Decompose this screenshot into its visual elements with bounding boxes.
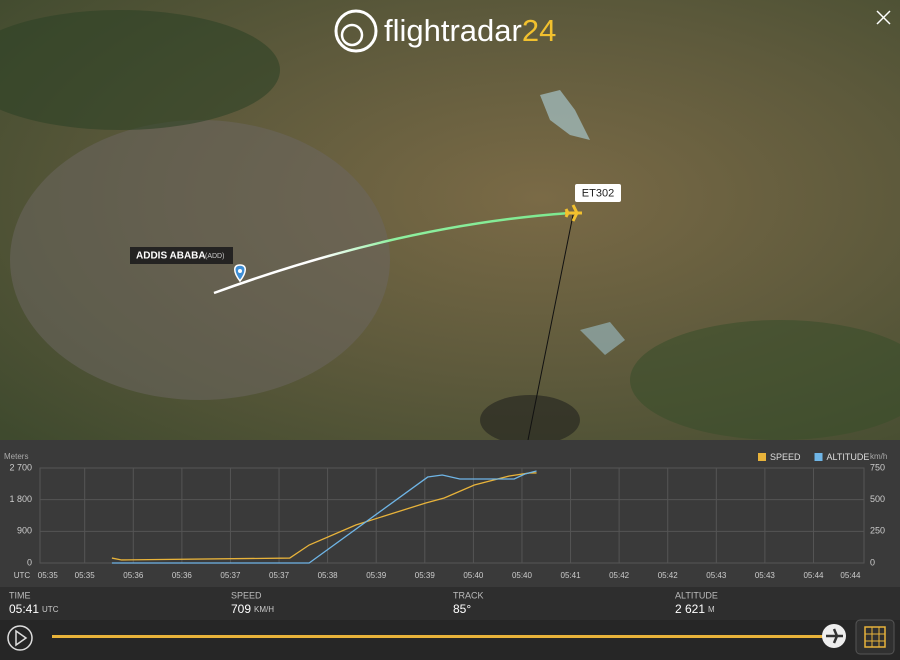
x-tick-label: 05:43 [755,571,776,580]
info-value-number: 709 [231,602,251,616]
brand-number: 24 [522,13,556,48]
flight-label-box[interactable] [575,184,621,202]
close-button[interactable] [876,10,891,25]
x-tick-label: 05:42 [609,571,630,580]
y-tick-label: 900 [17,526,32,536]
x-tick-label: 05:37 [220,571,241,580]
timeline-plane [826,628,843,644]
info-value-number: 85° [453,602,471,616]
legend-label: SPEED [770,452,801,462]
airport-code: (ADD) [205,253,224,260]
lake [580,322,625,355]
info-value: 05:41 UTC [9,602,59,616]
info-value: 85° [453,602,471,616]
info-value: 2 621 M [675,602,715,616]
x-tick-label: 05:43 [706,571,727,580]
chart-toggle-icon [865,627,885,647]
x-tick-label: 05:36 [123,571,144,580]
x-tick-label: 05:35 [38,571,59,580]
x-tick-label: 05:40 [512,571,533,580]
forest [0,10,280,130]
chart-toggle-icon [864,626,886,648]
x-tick-label: 05:44 [840,571,861,580]
info-value-number: 05:41 [9,602,39,616]
chart-toggle[interactable] [855,619,895,655]
info-value-number: 2 621 [675,602,705,616]
airport-name: ADDIS ABABA [136,251,206,262]
mountain [480,395,580,445]
x-tick-label: 05:38 [318,571,339,580]
y2-tick-label: 750 [870,462,885,472]
airport-pin-dot [238,269,242,273]
info-label: SPEED [231,590,262,600]
x-tick-label: 05:39 [366,571,387,580]
y2-tick-label: 0 [870,557,875,567]
forest [630,320,900,440]
flight-info: TIME 05:41 UTC SPEED 709 KM/H TRACK 85° ALTITUDE… [9,590,718,616]
plane-icon[interactable] [564,204,582,222]
y-tick-label: 1 800 [9,494,32,504]
y2-tick-label: 250 [870,526,885,536]
flight-label: ET302 [582,187,614,199]
info-unit: UTC [42,605,59,614]
chart: 0 900 1 800 2 700 0 250 500 750 05:35 05:35 05:36 0… [4,452,887,580]
info-label: ALTITUDE [675,590,718,600]
info-unit: M [708,605,715,614]
info-value: 709 KM/H [231,602,274,616]
flight-path [213,211,571,295]
info-bar [0,587,900,620]
logo-icon [340,23,364,47]
y-tick-label: 0 [27,557,32,567]
x-tick-label: 05:42 [658,571,679,580]
y2-tick-label: 500 [870,494,885,504]
airport-label-box[interactable] [130,247,233,264]
logo-icon [334,9,378,53]
projection-line [527,214,574,441]
y2-axis-label: km/h [870,452,887,461]
info-unit: KM/H [254,605,274,614]
legend-swatch [814,453,823,461]
x-tick-label: 05:40 [463,571,484,580]
x-tick-label: 05:39 [415,571,436,580]
brand: flightradar24 [384,13,556,48]
series-line [111,472,537,561]
series-line [111,470,537,564]
x-tick-label: 05:41 [561,571,582,580]
legend-label: ALTITUDE [827,452,870,462]
x-tick-label: 05:36 [172,571,193,580]
info-label: TIME [9,590,31,600]
x-tick-label: 05:44 [803,571,824,580]
play-button[interactable] [7,625,33,651]
timeline[interactable] [52,635,832,638]
lake [540,90,590,140]
info-label: TRACK [453,590,484,600]
x-tick-label: 05:35 [75,571,96,580]
legend-swatch [758,453,766,461]
brand-name: flightradar [384,13,522,48]
x-tick-label: 05:37 [269,571,290,580]
y-axis-label: Meters [4,452,28,461]
y-tick-label: 2 700 [9,462,32,472]
playback-bar [0,620,900,660]
play-icon [15,629,28,647]
x-axis-label: UTC [14,571,31,580]
